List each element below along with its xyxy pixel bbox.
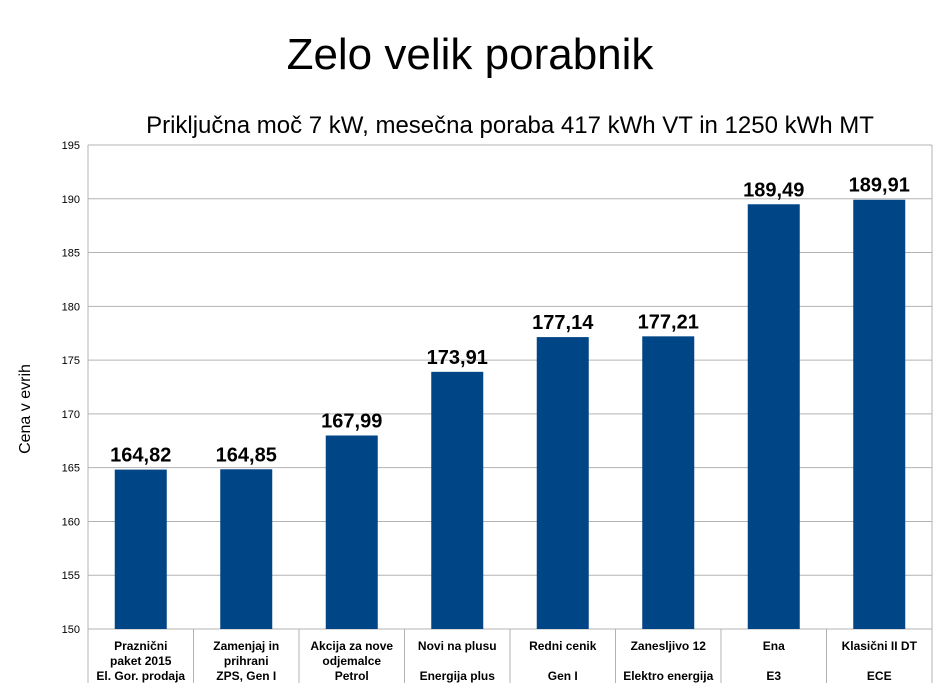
bar [220,469,273,629]
x-tick-label: odjemalce [322,654,381,668]
bar [747,204,800,629]
x-tick-label: Praznični [114,639,167,653]
x-tick-label: Redni cenik [529,639,597,653]
data-label: 164,82 [110,445,171,467]
x-tick-label: Gen I [548,669,578,683]
x-tick-label: Akcija za nove [310,639,393,653]
x-tick-label: Energija plus [420,669,496,683]
chart-subtitle: Priključna moč 7 kW, mesečna poraba 417 … [146,112,874,139]
data-label: 189,91 [849,175,910,197]
y-tick-label: 185 [62,248,80,260]
data-label: 177,14 [532,312,594,334]
data-label: 177,21 [638,311,699,333]
y-tick-label: 195 [62,140,80,152]
x-tick-label: prihrani [224,654,269,668]
bar [114,469,167,629]
x-tick-label: Elektro energija [623,669,713,683]
y-tick-label: 180 [62,301,80,313]
x-tick-label: Klasični II DT [842,639,918,653]
data-label: 189,49 [743,179,804,201]
data-label: 167,99 [321,411,382,433]
x-tick-label: Zanesljivo 12 [631,639,707,653]
bar [325,435,378,629]
y-tick-label: 150 [62,624,80,636]
y-tick-label: 190 [62,194,80,206]
x-tick-label: El. Gor. prodaja [96,669,185,683]
bar [536,337,589,629]
bar [853,199,906,629]
x-tick-label: Ena [763,639,785,653]
y-tick-label: 170 [62,409,80,421]
x-tick-label: ZPS, Gen I [216,669,276,683]
x-tick-label: Zamenjaj in [213,639,279,653]
x-tick-label: Novi na plusu [418,639,497,653]
x-tick-label: paket 2015 [110,654,172,668]
y-tick-label: 160 [62,516,80,528]
x-tick-label: E3 [766,669,781,683]
bar [642,336,695,629]
data-label: 164,85 [216,444,277,466]
bar [431,371,484,629]
y-tick-label: 155 [62,570,80,582]
data-label: 173,91 [427,347,488,369]
x-tick-label: ECE [867,669,892,683]
y-tick-label: 175 [62,355,80,367]
chart-title: Zelo velik porabnik [286,30,654,79]
x-tick-label: Petrol [335,669,369,683]
y-tick-label: 165 [62,463,80,475]
